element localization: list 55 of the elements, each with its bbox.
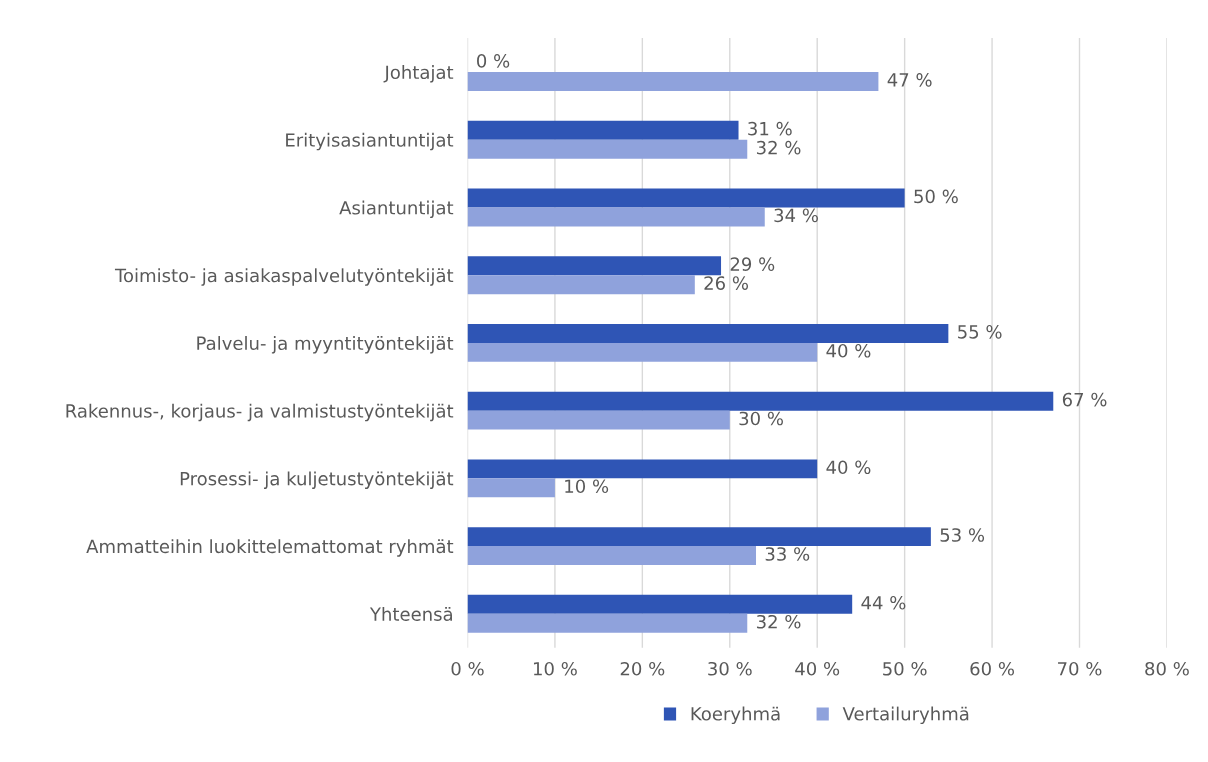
data-label: 26 % [704, 276, 749, 290]
data-label: 29 % [730, 257, 775, 271]
x-tick-label: 40 % [795, 661, 840, 676]
y-tick-label: Yhteensä [369, 606, 452, 621]
y-tick-label: Palvelu- ja myyntityöntekijät [197, 336, 454, 354]
x-tick-label: 80 % [1145, 661, 1189, 676]
x-tick-label: 0 % [451, 661, 484, 676]
y-tick-label: Asiantuntijat [339, 200, 454, 219]
bar [467, 342, 818, 362]
bar [467, 323, 949, 343]
bar [467, 120, 739, 140]
data-label: 10 % [565, 479, 609, 494]
y-tick-label: Toimisto- ja asiakaspalvelutyöntekijät [114, 268, 454, 286]
x-tick-label: 50 % [883, 661, 927, 676]
y-tick-label: Johtajat [383, 65, 454, 83]
data-label: 40 % [826, 460, 871, 475]
data-label: 47 % [887, 73, 932, 87]
legend-label: Vertailuryhmä [842, 706, 969, 725]
y-tick-label: Erityisasiantuntijat [286, 132, 454, 151]
legend-label: Koeryhmä [691, 706, 780, 725]
y-tick-label: Rakennus-, korjaus- ja valmistustyöntekijät [66, 403, 454, 422]
bar [467, 71, 879, 91]
y-tick-label: Ammatteihin luokittelemattomat ryhmät [86, 539, 454, 557]
data-label: 50 % [914, 189, 958, 204]
data-label: 40 % [826, 343, 871, 358]
data-label: 55 % [958, 325, 1002, 339]
y-tick-label: Prosessi- ja kuljetustyöntekijät [180, 471, 454, 489]
data-label: 32 % [756, 614, 801, 629]
x-tick-label: 20 % [620, 661, 665, 676]
data-label: 32 % [756, 140, 801, 155]
data-label: 44 % [861, 595, 906, 610]
data-label: 31 % [748, 121, 792, 136]
bar [467, 139, 748, 159]
bar [467, 546, 757, 566]
bar [467, 613, 748, 633]
bar [467, 410, 730, 430]
data-label: 34 % [774, 208, 818, 223]
data-label: 67 % [1062, 392, 1107, 407]
data-label: 30 % [739, 411, 783, 426]
bar [467, 594, 853, 614]
bar [467, 391, 1054, 411]
bar [467, 459, 818, 479]
bar [467, 207, 765, 227]
data-label: 0 % [477, 54, 510, 68]
x-tick-label: 10 % [533, 661, 577, 676]
bar [467, 527, 931, 547]
bar [467, 478, 555, 498]
bar [467, 188, 905, 208]
x-tick-label: 30 % [708, 661, 752, 676]
x-tick-label: 70 % [1058, 661, 1102, 676]
data-label: 33 % [765, 547, 810, 561]
bar [467, 275, 695, 295]
bar [467, 256, 722, 276]
data-label: 53 % [940, 528, 985, 542]
x-tick-label: 60 % [970, 661, 1015, 676]
